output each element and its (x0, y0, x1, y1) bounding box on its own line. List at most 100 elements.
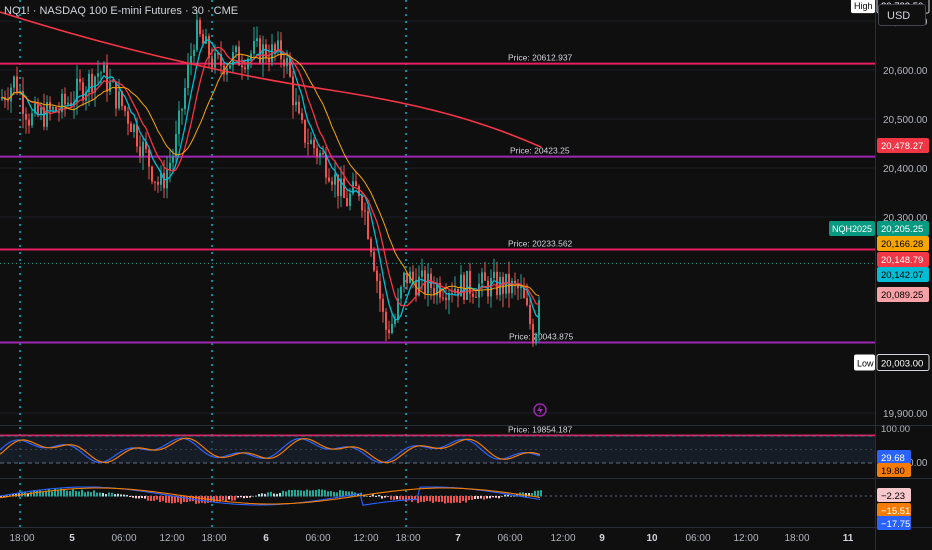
macd-bar (3, 496, 5, 497)
stoch-k-line (0, 437, 541, 464)
candle-body (367, 211, 369, 239)
price-badge-value: 20,142.07 (881, 270, 923, 281)
candle-body (391, 324, 393, 333)
macd-bar (492, 496, 494, 498)
macd-bar (69, 491, 71, 497)
macd-bar (321, 489, 323, 497)
time-tick: 18:00 (395, 533, 420, 544)
candle-body (109, 81, 111, 92)
macd-bar (267, 492, 269, 497)
candle-body (16, 76, 18, 93)
candle-body (145, 141, 147, 150)
candle-body (424, 270, 426, 294)
lightning-icon[interactable] (533, 403, 547, 417)
candle-body (175, 134, 177, 157)
candle-body (436, 282, 438, 296)
candle-body (37, 103, 39, 116)
candle-body (310, 139, 312, 144)
macd-bar (285, 491, 287, 497)
macd-bar (450, 496, 452, 504)
macd-bar (213, 496, 215, 503)
candle-body (262, 44, 264, 63)
macd-bar (360, 492, 362, 497)
candle-body (295, 101, 297, 106)
macd-bar (39, 490, 41, 497)
candle-body (385, 311, 387, 330)
macd-bar (36, 490, 38, 497)
price-badge-value: 20,166.28 (881, 239, 923, 250)
time-tick: 18:00 (9, 533, 34, 544)
candle-body (493, 271, 495, 278)
candle-body (469, 270, 471, 294)
time-tick: 18:00 (201, 533, 226, 544)
candle-body (379, 281, 381, 299)
candle-body (244, 67, 246, 70)
macd-bar (0, 496, 2, 498)
candle-body (259, 38, 261, 63)
macd-bar (516, 493, 518, 497)
macd-bar (363, 494, 365, 497)
candle-body (235, 46, 237, 53)
candle-body (91, 73, 93, 93)
candle-body (253, 40, 255, 54)
candle-body (406, 272, 408, 284)
macd-bar (336, 492, 338, 497)
macd-bar (273, 493, 275, 497)
macd-bar (96, 492, 98, 497)
macd-bar (348, 491, 350, 497)
symbol-title[interactable]: NQ1! · NASDAQ 100 E-mini Futures · 30 · … (4, 5, 239, 17)
main-pane[interactable] (0, 0, 875, 425)
macd-bar (300, 490, 302, 497)
candle-body (289, 57, 291, 77)
time-tick: 12:00 (353, 533, 378, 544)
candle-body (151, 166, 153, 182)
candle-body (382, 298, 384, 312)
macd-pane[interactable] (0, 479, 875, 527)
macd-bar (369, 496, 371, 497)
macd-bar (216, 496, 218, 502)
candle-body (298, 101, 300, 114)
candle-body (346, 197, 348, 206)
candle-body (28, 119, 30, 126)
macd-bar (252, 495, 254, 497)
macd-bar (378, 494, 380, 497)
candle-body (250, 53, 252, 59)
time-tick: 06:00 (305, 533, 330, 544)
macd-bar (381, 496, 383, 499)
macd-bar (468, 496, 470, 500)
macd-bar (114, 494, 116, 497)
macd-bar (447, 496, 449, 503)
candle-body (25, 113, 27, 120)
macd-bar (21, 491, 23, 497)
macd-bar (72, 489, 74, 497)
candle-body (199, 19, 201, 35)
candle-body (64, 93, 66, 105)
macd-bar (48, 489, 50, 497)
price-line-label: Price: 20612.937 (508, 53, 573, 63)
candle-body (448, 293, 450, 301)
candle-body (322, 152, 324, 155)
candle-body (268, 58, 270, 63)
candle-body (100, 72, 102, 74)
macd-bar (153, 496, 155, 501)
macd-bar (63, 489, 65, 497)
price-badge-value: 20,148.79 (881, 255, 923, 266)
macd-bar (228, 496, 230, 500)
macd-bar (453, 496, 455, 503)
macd-bar (66, 490, 68, 497)
macd-bar (99, 492, 101, 497)
macd-bar (288, 489, 290, 497)
candle-body (505, 273, 507, 294)
candle-body (316, 148, 318, 157)
candle-body (394, 320, 396, 325)
macd-bar (108, 492, 110, 497)
candle-body (124, 106, 126, 112)
price-line-label: Price: 19854.187 (508, 424, 573, 434)
macd-bar (432, 496, 434, 503)
symbol-tag[interactable] (829, 221, 875, 236)
candle-body (403, 272, 405, 287)
macd-bar (120, 494, 122, 497)
candle-body (532, 324, 534, 344)
currency-selector[interactable]: USD (878, 4, 926, 26)
